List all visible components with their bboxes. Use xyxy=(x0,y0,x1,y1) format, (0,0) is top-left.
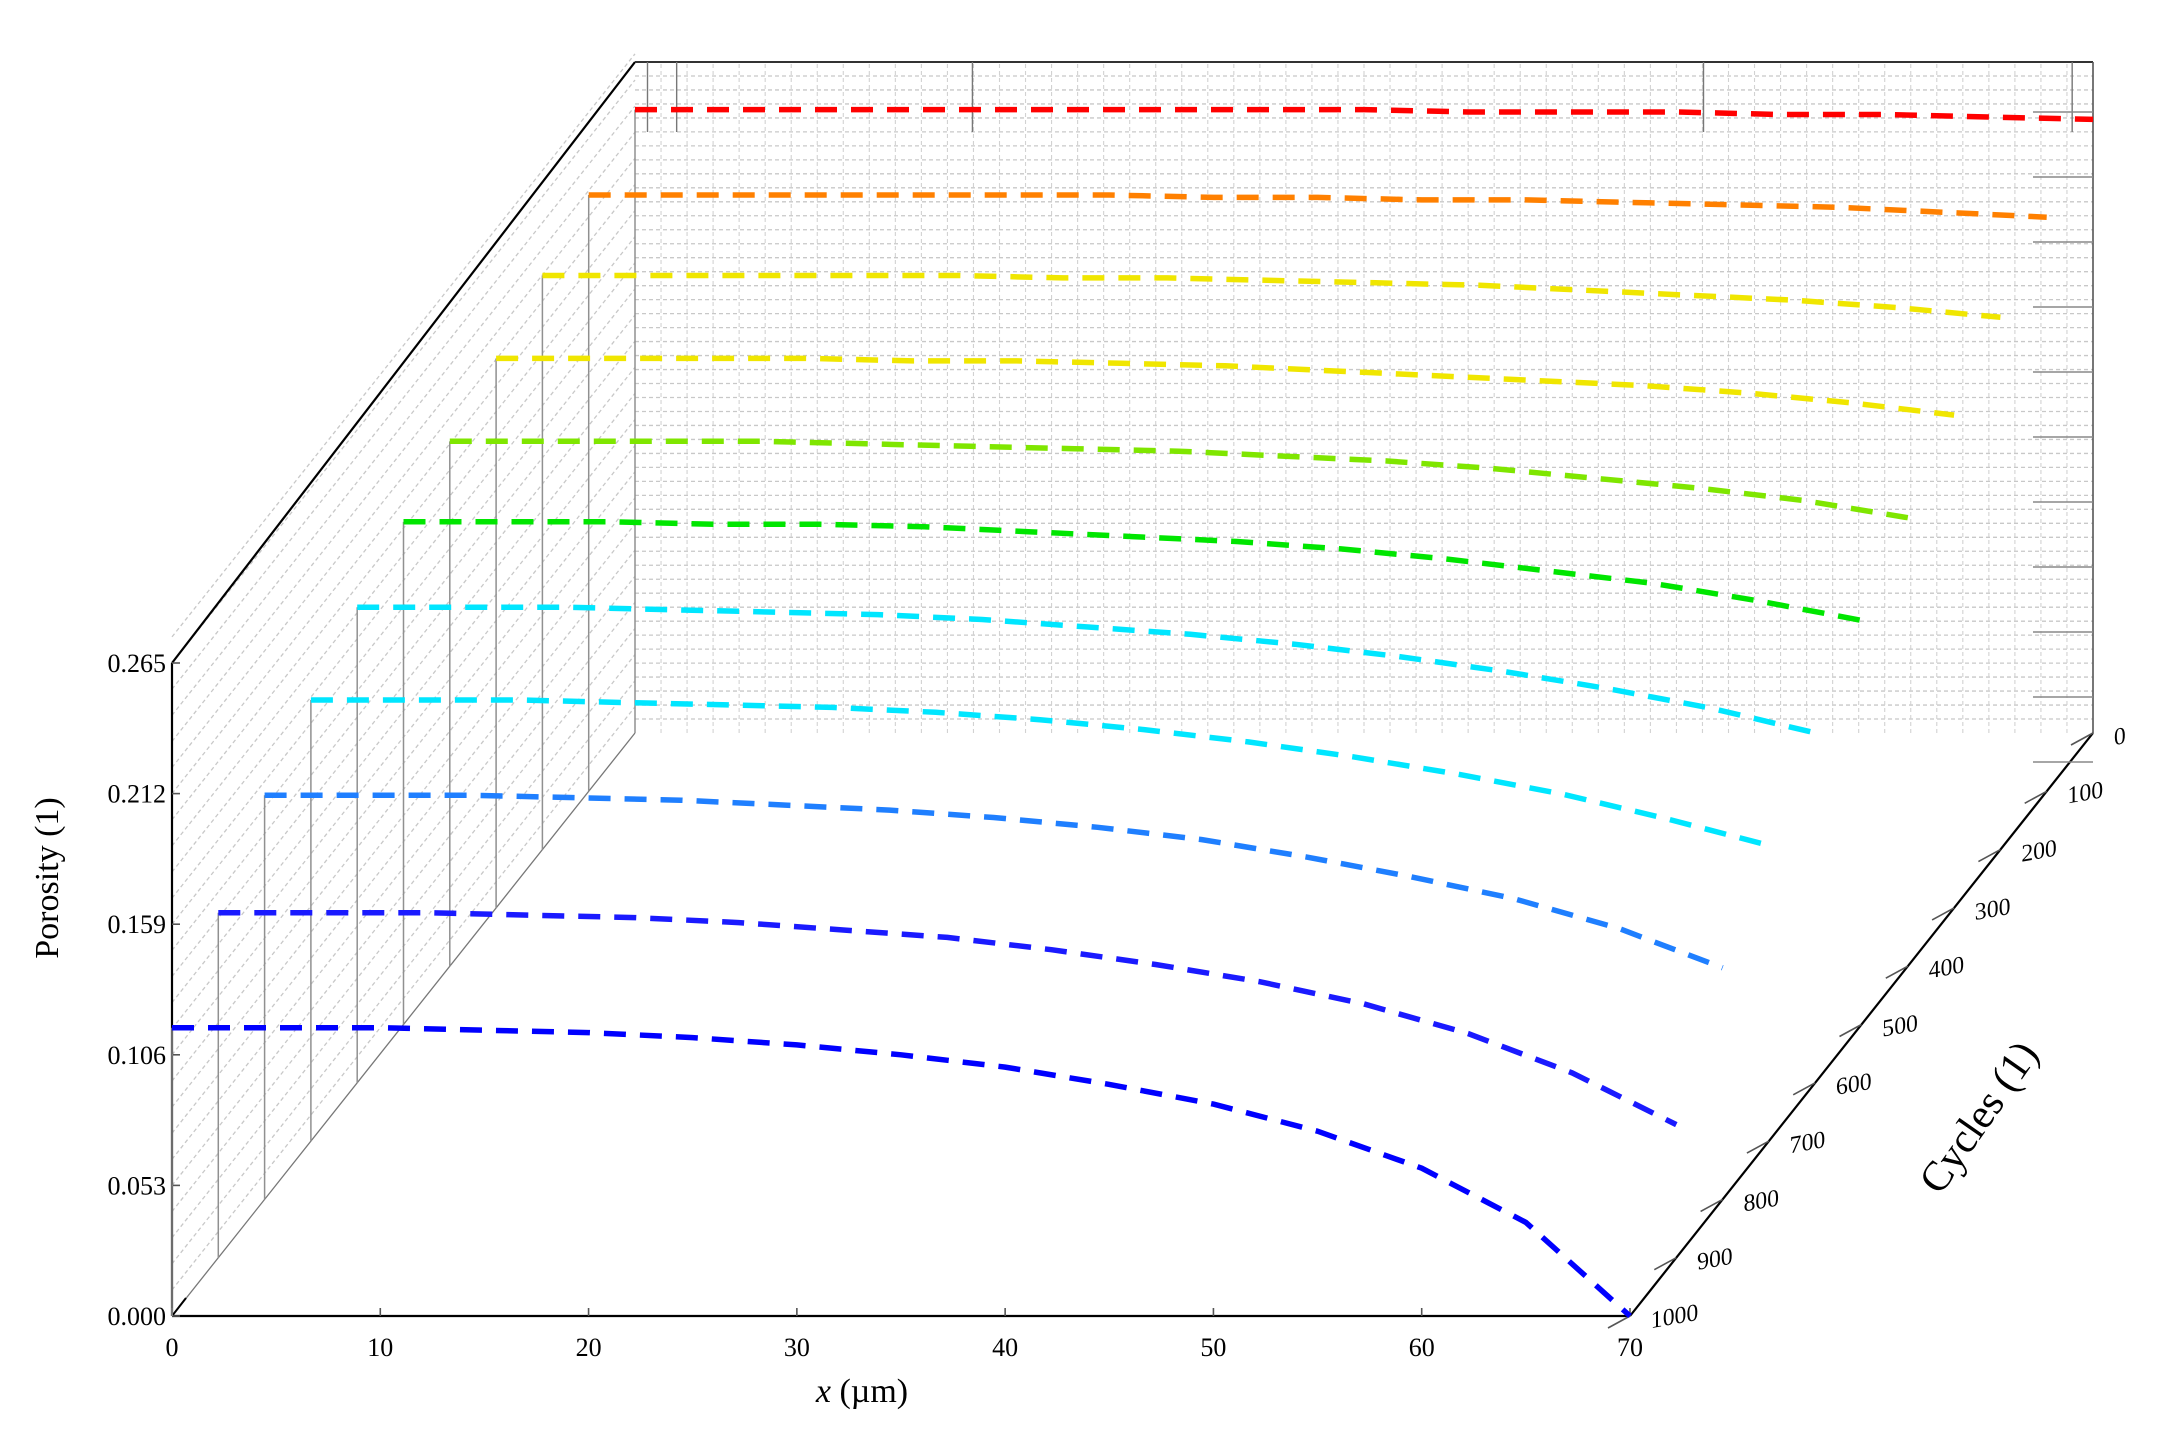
z-tick-label: 0.265 xyxy=(108,649,167,678)
x-tick-label: 0 xyxy=(166,1333,179,1362)
x-axis-title-symbol: x xyxy=(815,1373,831,1410)
drop-lines-layer xyxy=(171,109,636,1316)
series-line-cycles-300 xyxy=(496,355,1955,418)
y-tick-mark xyxy=(2070,732,2094,746)
x-axis-title: x (µm) xyxy=(815,1373,908,1410)
z-tick-label: 0.106 xyxy=(108,1041,167,1070)
y-tick-label: 600 xyxy=(1834,1069,1874,1101)
series-line-cycles-100 xyxy=(588,192,2047,220)
z-tick-label: 0.053 xyxy=(108,1171,167,1200)
x-tick-label: 20 xyxy=(576,1333,602,1362)
z-tick-label: 0.212 xyxy=(108,780,167,809)
left-wall-grid-line xyxy=(171,79,636,664)
z-tick-label: 0.000 xyxy=(108,1302,167,1331)
top-left-edge xyxy=(171,61,636,664)
left-wall-grid-line xyxy=(171,184,636,768)
left-wall-grid-line xyxy=(171,131,636,716)
x-tick-label: 60 xyxy=(1409,1333,1435,1362)
x-tick-label: 70 xyxy=(1617,1333,1643,1362)
y-tick-mark xyxy=(1931,907,1955,921)
y-tick-label: 1000 xyxy=(1649,1300,1701,1334)
y-tick-mark xyxy=(1653,1256,1677,1271)
y-tick-mark xyxy=(1792,1082,1816,1096)
y-tick-label: 800 xyxy=(1741,1185,1781,1217)
grid-layer xyxy=(171,53,2093,1291)
x-tick-label: 40 xyxy=(992,1333,1018,1362)
series-line-cycles-200 xyxy=(542,272,2001,321)
y-tick-mark xyxy=(1746,1140,1770,1154)
x-axis-title-unit: (µm) xyxy=(831,1373,908,1410)
left-wall-grid-line xyxy=(171,157,636,742)
left-wall-grid-line xyxy=(171,53,636,638)
y-tick-label: 400 xyxy=(1926,952,1966,984)
left-wall-grid-line xyxy=(171,210,636,795)
y-tick-label: 200 xyxy=(2019,836,2059,868)
corner-tick xyxy=(171,1297,187,1317)
axes-layer xyxy=(170,61,2094,1329)
y-tick-label: 700 xyxy=(1787,1127,1827,1159)
x-tick-label: 50 xyxy=(1200,1333,1226,1362)
x-tick-label: 30 xyxy=(784,1333,810,1362)
series-line-cycles-1000 xyxy=(172,1024,1632,1319)
series-line-cycles-700 xyxy=(310,697,1770,849)
y-tick-mark xyxy=(1839,1023,1862,1038)
y-tick-mark xyxy=(1607,1315,1631,1329)
y-axis-title: Cycles (1) xyxy=(1911,1033,2048,1202)
series-layer xyxy=(172,106,2094,1319)
series-line-cycles-800 xyxy=(264,792,1724,971)
series-line-cycles-500 xyxy=(403,519,1863,624)
y-tick-label: 900 xyxy=(1695,1244,1735,1276)
series-line-cycles-600 xyxy=(357,604,1816,736)
y-tick-mark xyxy=(1978,848,2001,863)
series-line-cycles-0 xyxy=(635,106,2094,123)
y-tick-label: 500 xyxy=(1880,1011,1920,1043)
y-tick-label: 300 xyxy=(1972,894,2013,926)
x-tick-label: 10 xyxy=(367,1333,393,1362)
labels-layer: 0 10 20 30 40 50 60 70 0.265 0.212 0.159 0.106 0.053… xyxy=(29,649,2128,1410)
left-wall-grid-line xyxy=(171,105,636,690)
y-tick-mark xyxy=(1700,1198,1723,1213)
y-tick-label: 100 xyxy=(2065,777,2105,809)
z-axis-title: Porosity (1) xyxy=(29,797,66,959)
y-tick-mark xyxy=(2024,790,2048,805)
series-line-cycles-900 xyxy=(218,909,1678,1128)
series-line-cycles-400 xyxy=(449,438,1909,521)
y-tick-mark xyxy=(1885,965,1909,979)
z-tick-label: 0.159 xyxy=(108,910,167,939)
y-tick-label: 0 xyxy=(2112,723,2128,751)
